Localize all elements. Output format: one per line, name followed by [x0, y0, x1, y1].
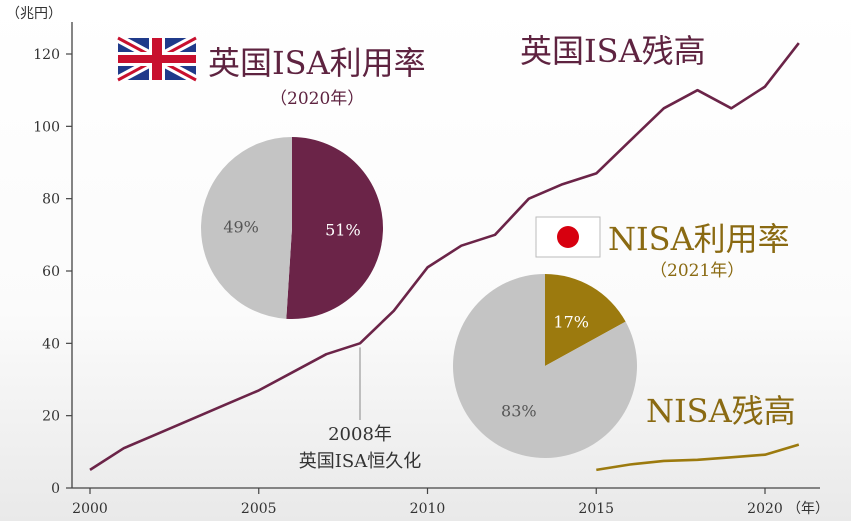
nisa-pie-slice-unused-label: 83%	[501, 401, 537, 420]
annotation-2008: 2008年 英国ISA恒久化	[299, 347, 421, 472]
y-tick-label: 120	[33, 47, 60, 63]
x-tick-label: 2005	[241, 501, 277, 517]
axes: 0 20 40 60 80 100 120 2000 2005 2010 2015 2020 （兆円…	[6, 6, 829, 517]
y-tick-label: 100	[33, 119, 60, 135]
series-label-uk-isa: 英国ISA残高	[520, 32, 706, 70]
y-axis-unit-label: （兆円）	[6, 6, 62, 22]
uk-pie-subtitle: （2020年）	[270, 89, 364, 109]
x-ticks: 2000 2005 2010 2015 2020	[72, 488, 783, 517]
annotation-year: 2008年	[328, 424, 392, 445]
y-ticks: 0 20 40 60 80 100 120	[33, 47, 72, 497]
y-tick-label: 20	[42, 409, 60, 425]
x-tick-label: 2020	[747, 501, 783, 517]
uk-pie-slice-unused-label: 49%	[223, 217, 259, 236]
x-tick-label: 2000	[72, 501, 108, 517]
uk-pie-title: 英国ISA利用率	[208, 44, 426, 82]
y-tick-label: 80	[42, 192, 60, 208]
uk-flag-icon	[115, 34, 199, 84]
x-tick-label: 2010	[410, 501, 446, 517]
uk-pie-slice-used-label: 51%	[325, 221, 361, 240]
nisa-pie-subtitle: （2021年）	[650, 261, 744, 281]
nisa-pie-slice-used	[545, 274, 626, 366]
y-tick-label: 0	[51, 481, 60, 497]
nisa-pie-slice-unused	[452, 274, 637, 459]
uk-isa-usage-pie: 51% 49%	[201, 137, 384, 319]
series-label-nisa: NISA残高	[646, 392, 796, 430]
x-axis-unit-label: （年）	[787, 501, 829, 517]
series-lines	[89, 42, 800, 472]
y-tick-label: 60	[42, 264, 60, 280]
x-tick-label: 2015	[578, 501, 614, 517]
nisa-pie-title: NISA利用率	[608, 220, 790, 258]
y-tick-label: 40	[42, 336, 60, 352]
nisa-usage-pie: 17% 83%	[452, 274, 637, 459]
nisa-balance-line	[596, 443, 800, 472]
nisa-pie-slice-used-label: 17%	[553, 313, 589, 332]
annotation-caption: 英国ISA恒久化	[299, 451, 421, 472]
uk-pie-slice-unused	[201, 137, 292, 319]
uk-pie-slice-used	[286, 137, 384, 319]
uk-isa-balance-line	[89, 42, 800, 471]
japan-flag-icon	[535, 216, 601, 258]
